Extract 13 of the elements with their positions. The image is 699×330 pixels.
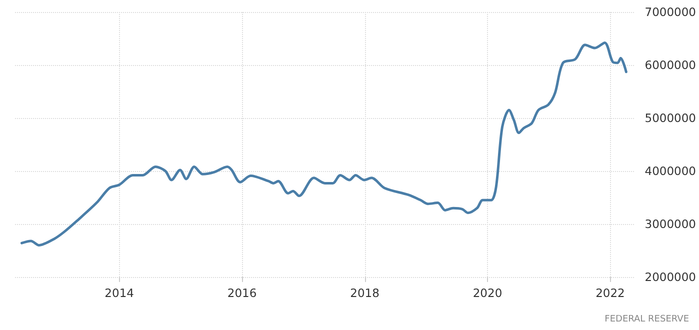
x-tick-label: 2018 [350,286,380,300]
y-tick-label: 4000000 [644,164,696,178]
y-tick-label: 2000000 [644,270,696,284]
x-tick-label: 2022 [596,286,625,300]
x-tick-label: 2016 [227,286,257,300]
y-tick-label: 7000000 [644,5,696,19]
y-tick-label: 6000000 [644,58,696,72]
x-tick-label: 2020 [472,286,502,300]
text: FEDERAL RESERVE [604,314,690,324]
y-tick-label: 5000000 [644,111,696,125]
y-tick-label: 3000000 [644,217,696,231]
line-series [20,41,628,246]
x-tick-label: 2014 [104,286,134,300]
